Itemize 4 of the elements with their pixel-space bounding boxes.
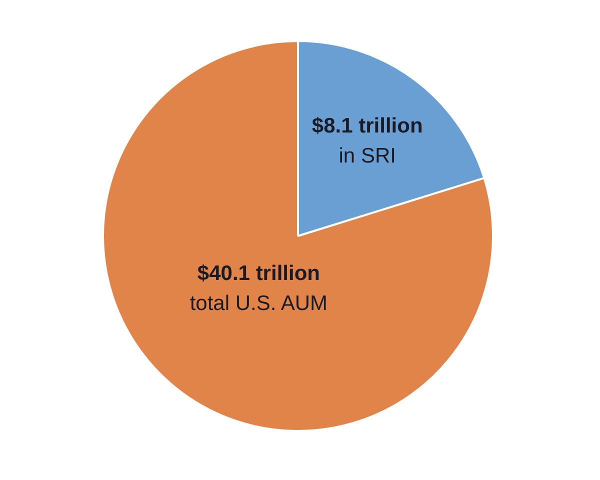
- slice-label: total U.S. AUM: [190, 292, 328, 316]
- data-label: $8.1 trillion: [312, 114, 423, 138]
- text: $40.1 trillion: [197, 262, 320, 286]
- slice-label: in SRI: [338, 144, 396, 168]
